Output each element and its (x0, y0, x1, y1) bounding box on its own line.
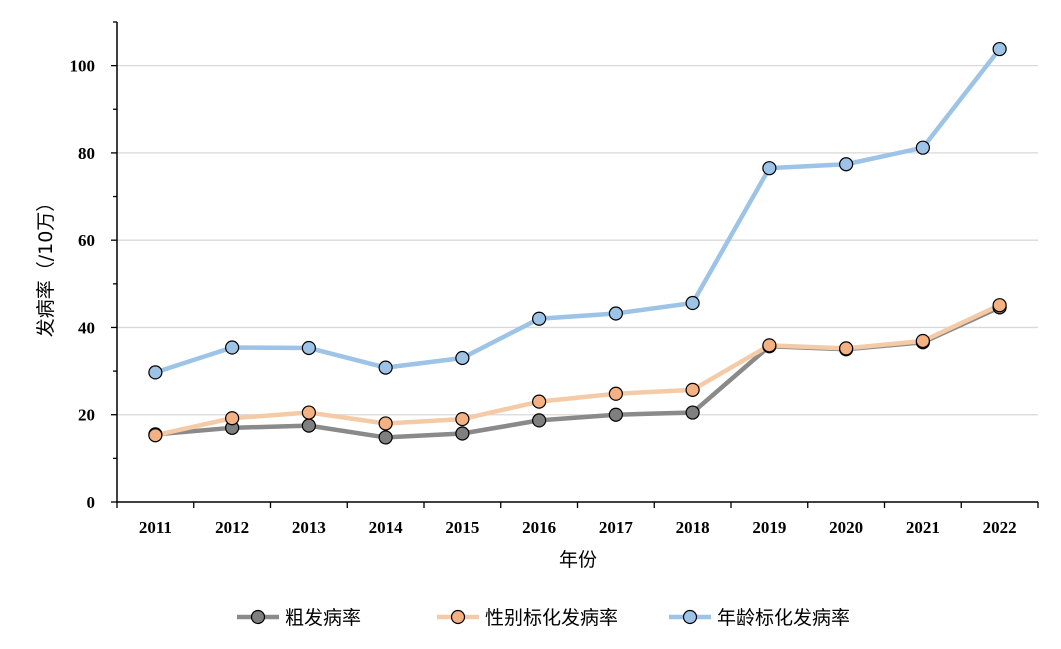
legend-label: 粗发病率 (285, 607, 361, 629)
legend: 粗发病率 性别标化发病率 年龄标化发病率 (237, 607, 850, 629)
y-tick-label: 40 (78, 318, 95, 337)
x-tick-label: 2018 (676, 518, 710, 537)
data-point-3 (762, 161, 777, 176)
y-tick-label: 100 (70, 57, 96, 76)
data-point-2 (992, 298, 1007, 313)
data-point-3 (225, 340, 240, 355)
data-point-3 (915, 140, 930, 155)
data-point-3 (378, 360, 393, 375)
legend-swatch-marker (682, 609, 698, 625)
data-point-1 (532, 413, 547, 428)
x-tick-label: 2015 (445, 518, 479, 537)
x-tick-label: 2011 (139, 518, 172, 537)
x-tick-label: 2017 (599, 518, 634, 537)
x-axis-title: 年份 (559, 549, 597, 571)
x-tick-label: 2020 (829, 518, 863, 537)
y-tick-label: 20 (78, 406, 95, 425)
data-point-3 (685, 295, 700, 311)
x-tick-label: 2014 (369, 518, 404, 537)
data-point-2 (608, 386, 623, 401)
data-point-2 (839, 341, 854, 356)
data-point-2 (915, 333, 930, 349)
y-tick-labels: 0 20 40 60 80 100 (70, 57, 96, 512)
data-point-2 (148, 428, 163, 443)
y-tick-label: 60 (78, 231, 95, 250)
x-tick-label: 2022 (983, 518, 1017, 537)
x-tick-labels: 2011 2012 2013 2014 2015 2016 2017 2018 2019 2020… (139, 518, 1017, 537)
data-point-3 (992, 41, 1007, 57)
series-line-2 (153, 302, 1002, 438)
data-point-1 (378, 430, 393, 445)
legend-label: 年龄标化发病率 (717, 607, 850, 629)
data-point-2 (378, 416, 393, 431)
data-point-2 (685, 382, 700, 397)
data-point-3 (532, 311, 547, 326)
data-point-3 (301, 340, 316, 356)
axes (111, 21, 1039, 508)
x-tick-label: 2013 (292, 518, 326, 537)
legend-swatch-marker (450, 609, 466, 625)
data-point-1 (685, 405, 700, 420)
data-point-3 (608, 306, 623, 321)
data-point-3 (455, 350, 470, 366)
y-axis-title: 发病率（/10万） (35, 193, 57, 338)
x-tick-label: 2021 (906, 518, 940, 537)
data-point-2 (301, 405, 316, 420)
data-point-1 (608, 407, 623, 422)
y-tick-label: 80 (78, 144, 95, 163)
y-tick-label: 0 (87, 493, 96, 512)
data-point-2 (532, 394, 547, 409)
data-point-2 (455, 411, 470, 427)
x-tick-label: 2012 (215, 518, 249, 537)
data-point-2 (762, 338, 777, 353)
data-point-1 (301, 418, 316, 433)
x-tick-label: 2016 (522, 518, 556, 537)
series-line-3 (153, 46, 1002, 375)
gridlines (117, 64, 1038, 416)
x-tick-label: 2019 (752, 518, 786, 537)
data-point-3 (148, 365, 163, 380)
data-point-1 (455, 426, 470, 441)
data-point-2 (225, 411, 240, 426)
data-point-3 (839, 157, 854, 172)
legend-swatch-marker (250, 609, 266, 625)
legend-label: 性别标化发病率 (485, 607, 618, 629)
series-group (148, 41, 1007, 445)
